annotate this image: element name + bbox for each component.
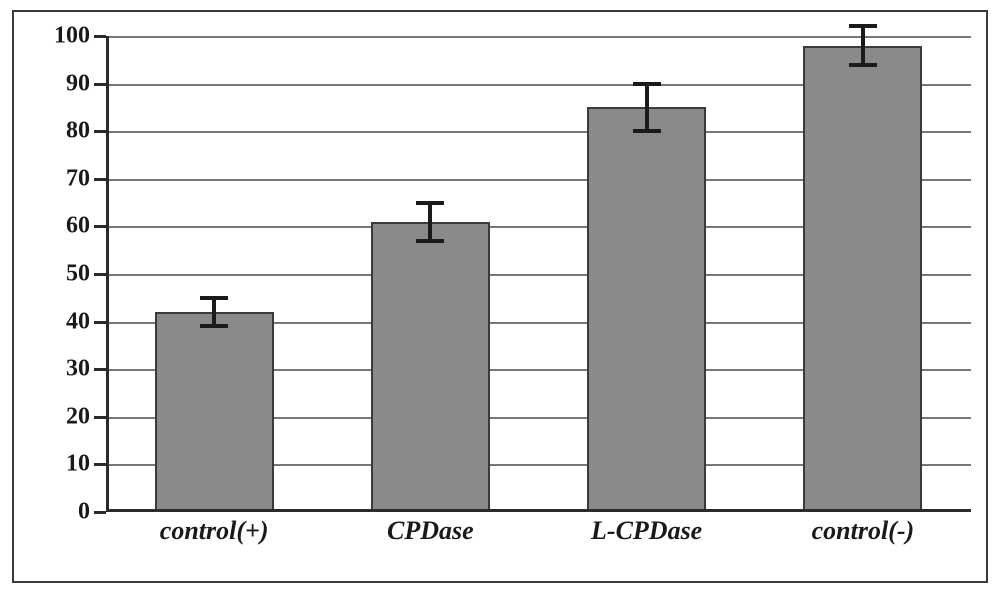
x-tick-label: control(+) xyxy=(160,516,269,546)
error-bar-cap-top xyxy=(200,296,228,300)
error-bar-cap-top xyxy=(633,82,661,86)
error-bar-cap-top xyxy=(416,201,444,205)
plot-area: 0102030405060708090100 xyxy=(106,36,971,512)
error-bar-stem xyxy=(212,298,216,327)
y-tick xyxy=(94,463,106,466)
y-tick xyxy=(94,178,106,181)
y-tick-label: 80 xyxy=(66,118,90,145)
chart-frame: 0102030405060708090100 control(+)CPDaseL… xyxy=(12,10,988,583)
y-tick-label: 50 xyxy=(66,261,90,288)
y-tick-label: 10 xyxy=(66,451,90,478)
y-tick xyxy=(94,321,106,324)
y-tick xyxy=(94,35,106,38)
error-bar-cap-bottom xyxy=(416,239,444,243)
error-bar-cap-bottom xyxy=(633,129,661,133)
y-tick-label: 30 xyxy=(66,356,90,383)
bar xyxy=(803,46,922,512)
y-tick-label: 40 xyxy=(66,308,90,335)
y-tick xyxy=(94,511,106,514)
gridline xyxy=(106,36,971,38)
y-tick xyxy=(94,416,106,419)
x-axis xyxy=(106,509,971,512)
error-bar-cap-top xyxy=(849,24,877,28)
bar xyxy=(371,222,490,512)
y-tick xyxy=(94,368,106,371)
y-tick-label: 90 xyxy=(66,70,90,97)
y-axis xyxy=(106,36,109,512)
y-tick xyxy=(94,83,106,86)
error-bar-stem xyxy=(861,26,865,64)
y-tick-label: 60 xyxy=(66,213,90,240)
y-tick xyxy=(94,273,106,276)
y-tick-label: 20 xyxy=(66,403,90,430)
x-tick-label: L-CPDase xyxy=(591,516,702,546)
y-tick xyxy=(94,225,106,228)
x-tick-label: control(-) xyxy=(812,516,915,546)
y-tick-label: 0 xyxy=(78,499,90,526)
y-tick-label: 100 xyxy=(54,23,90,50)
error-bar-stem xyxy=(428,203,432,241)
y-tick-label: 70 xyxy=(66,165,90,192)
bar xyxy=(155,312,274,512)
bar xyxy=(587,107,706,512)
x-tick-label: CPDase xyxy=(387,516,474,546)
error-bar-cap-bottom xyxy=(200,324,228,328)
error-bar-cap-bottom xyxy=(849,63,877,67)
error-bar-stem xyxy=(645,84,649,132)
y-tick xyxy=(94,130,106,133)
